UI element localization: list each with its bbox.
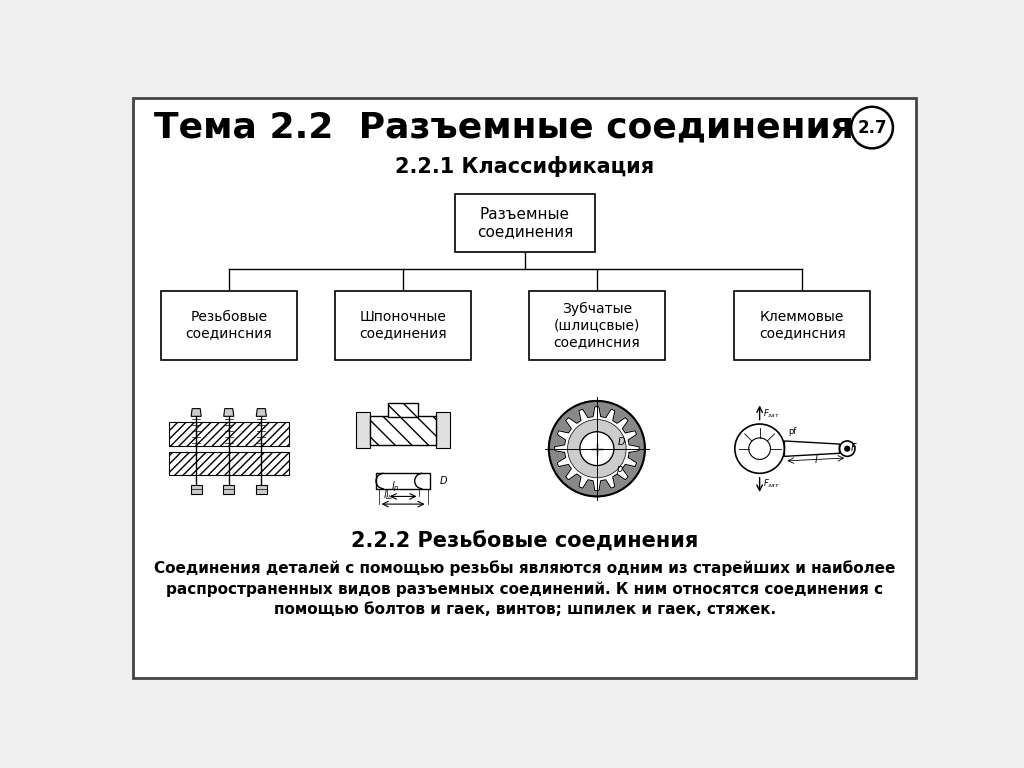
Text: 2.7: 2.7 — [857, 118, 887, 137]
Bar — [388, 403, 418, 417]
Bar — [190, 485, 202, 494]
Bar — [169, 422, 289, 445]
Bar — [223, 485, 234, 494]
Bar — [371, 415, 436, 445]
Polygon shape — [191, 409, 202, 416]
Text: D: D — [439, 476, 447, 486]
Circle shape — [567, 419, 626, 478]
Text: Клеммовые
соединсния: Клеммовые соединсния — [759, 310, 846, 340]
Bar — [734, 291, 870, 360]
Text: l: l — [814, 455, 817, 465]
Text: 2.2.1 Классификация: 2.2.1 Классификация — [395, 156, 654, 177]
Bar — [455, 194, 595, 252]
Text: $l_ш$: $l_ш$ — [383, 488, 393, 502]
Text: p: p — [616, 464, 623, 474]
Text: Шпоночные
соединения: Шпоночные соединения — [359, 310, 446, 340]
Circle shape — [580, 432, 614, 465]
Polygon shape — [256, 409, 266, 416]
Text: $l_p$: $l_p$ — [391, 480, 399, 494]
Polygon shape — [784, 441, 840, 456]
Bar — [376, 473, 430, 488]
Bar — [356, 412, 371, 448]
Bar — [335, 291, 471, 360]
Polygon shape — [555, 407, 639, 491]
Text: Разъемные
соединения: Разъемные соединения — [477, 207, 572, 240]
Text: $F_{зат}$: $F_{зат}$ — [763, 478, 780, 490]
Bar — [529, 291, 665, 360]
Circle shape — [549, 401, 645, 496]
Circle shape — [844, 445, 850, 452]
Text: $F_{зат}$: $F_{зат}$ — [763, 407, 780, 419]
Bar — [169, 452, 289, 475]
Text: Резьбовые
соединсния: Резьбовые соединсния — [185, 310, 272, 340]
Text: D: D — [617, 437, 626, 447]
Bar — [436, 412, 450, 448]
Text: распространенных видов разъемных соединений. К ним относятся соединения с: распространенных видов разъемных соедине… — [166, 581, 884, 597]
Circle shape — [851, 107, 893, 148]
Text: Тема 2.2  Разъемные соединения: Тема 2.2 Разъемные соединения — [154, 111, 854, 144]
Text: Зубчатые
(шлицсвые)
соединсния: Зубчатые (шлицсвые) соединсния — [554, 303, 640, 349]
Text: F: F — [851, 443, 857, 453]
Text: 2.2.2 Резьбовые соединения: 2.2.2 Резьбовые соединения — [351, 531, 698, 551]
Polygon shape — [223, 409, 233, 416]
Bar — [256, 485, 266, 494]
Text: pf: pf — [788, 427, 797, 436]
Text: помощью болтов и гаек, винтов; шпилек и гаек, стяжек.: помощью болтов и гаек, винтов; шпилек и … — [273, 602, 776, 617]
Bar — [161, 291, 297, 360]
Text: Соединения деталей с помощью резьбы являются одним из старейших и наиболее: Соединения деталей с помощью резьбы явля… — [155, 560, 895, 576]
Circle shape — [580, 432, 614, 465]
